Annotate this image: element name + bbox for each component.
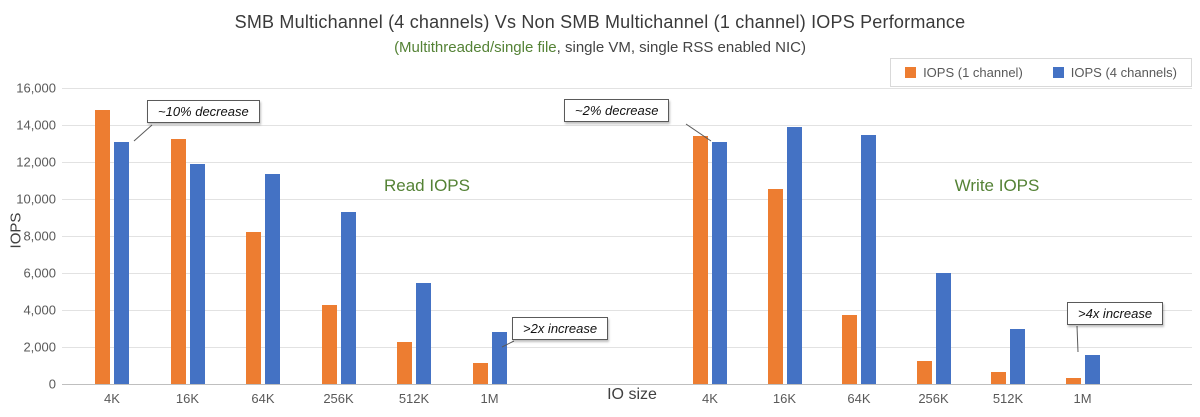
x-category-label: 64K [251, 391, 275, 406]
chart-legend: IOPS (1 channel) IOPS (4 channels) [890, 58, 1192, 87]
bar-4ch-16k-write [786, 126, 802, 384]
x-category-label: 512K [992, 391, 1024, 406]
gridline [62, 88, 1192, 89]
bar-4ch-16k-read [189, 163, 205, 384]
x-category-label: 16K [772, 391, 797, 406]
bar-1ch-512k-read [397, 342, 412, 384]
y-axis-tick-label: 4,000 [23, 302, 56, 318]
bar-1ch-4k-read [95, 110, 110, 384]
bar-4ch-4k-read [114, 141, 129, 384]
bar-1ch-256k-write [916, 360, 932, 384]
x-category-label: 256K [918, 391, 949, 406]
x-category-label: 4K [104, 391, 120, 406]
gridline [62, 310, 1192, 311]
bar-4ch-256k-read [340, 211, 356, 384]
chart-subtitle-rest: , single VM, single RSS enabled NIC) [556, 39, 806, 56]
callout-2x-increase: >2x increase [512, 317, 609, 340]
bar-4ch-64k-read [265, 174, 280, 384]
legend-item-1-channel: IOPS (1 channel) [905, 65, 1023, 80]
y-axis-tick-label: 14,000 [16, 117, 56, 133]
x-category-label: 64K [847, 391, 871, 406]
bar-4ch-1m-write [1084, 355, 1100, 384]
bar-4ch-64k-write [861, 135, 876, 384]
callout-10pct-decrease: ~10% decrease [147, 100, 260, 123]
gridline [62, 273, 1192, 274]
x-category-label: 256K [323, 391, 354, 406]
bar-1ch-64k-read [246, 232, 261, 384]
bar-1ch-512k-write [991, 371, 1006, 384]
x-category-label: 16K [175, 391, 200, 406]
chart-subtitle: (Multithreaded/single file, single VM, s… [0, 39, 1200, 56]
bar-4ch-256k-write [935, 273, 951, 384]
bar-4ch-1m-read [491, 332, 507, 384]
y-axis-tick-label: 10,000 [16, 191, 56, 207]
bar-1ch-64k-write [842, 314, 857, 384]
bar-1ch-16k-read [170, 138, 186, 384]
gridline [62, 125, 1192, 126]
legend-label-4-channels: IOPS (4 channels) [1070, 65, 1177, 80]
legend-swatch-blue [1052, 67, 1064, 78]
bar-1ch-256k-read [321, 305, 337, 384]
y-axis-tick-label: 0 [48, 376, 56, 392]
x-category-label: 1M [1073, 391, 1092, 406]
chart-title: SMB Multichannel (4 channels) Vs Non SMB… [234, 12, 966, 32]
legend-swatch-orange [905, 67, 917, 78]
gridline [62, 162, 1192, 163]
bar-1ch-16k-write [767, 188, 783, 384]
x-category-label: 512K [398, 391, 430, 406]
legend-item-4-channels: IOPS (4 channels) [1052, 65, 1177, 80]
y-axis-tick-label: 2,000 [23, 339, 56, 355]
bar-4ch-512k-write [1010, 329, 1025, 384]
y-axis-tick-label: 16,000 [16, 80, 56, 96]
x-axis-title: IO size [607, 386, 657, 403]
bar-1ch-1m-read [472, 362, 488, 384]
x-category-label: 1M [480, 391, 499, 406]
bar-1ch-1m-write [1065, 378, 1081, 384]
write-iops-label: Write IOPS [954, 176, 1040, 195]
callout-2pct-decrease: ~2% decrease [564, 99, 670, 122]
x-category-label: 4K [702, 391, 718, 406]
gridline [62, 199, 1192, 200]
gridline [62, 236, 1192, 237]
bar-4ch-512k-read [416, 283, 431, 384]
read-iops-label: Read IOPS [384, 176, 470, 195]
bar-4ch-4k-write [712, 141, 727, 384]
chart-subtitle-highlight: (Multithreaded/single file [394, 39, 557, 56]
bar-1ch-4k-write [693, 136, 708, 384]
gridline [62, 347, 1192, 348]
x-axis-line [62, 384, 1192, 385]
legend-label-1-channel: IOPS (1 channel) [923, 65, 1023, 80]
callout-4x-increase: >4x increase [1067, 302, 1164, 325]
y-axis-tick-label: 12,000 [16, 154, 56, 170]
y-axis-tick-label: 8,000 [23, 228, 56, 244]
y-axis-tick-label: 6,000 [23, 265, 56, 281]
